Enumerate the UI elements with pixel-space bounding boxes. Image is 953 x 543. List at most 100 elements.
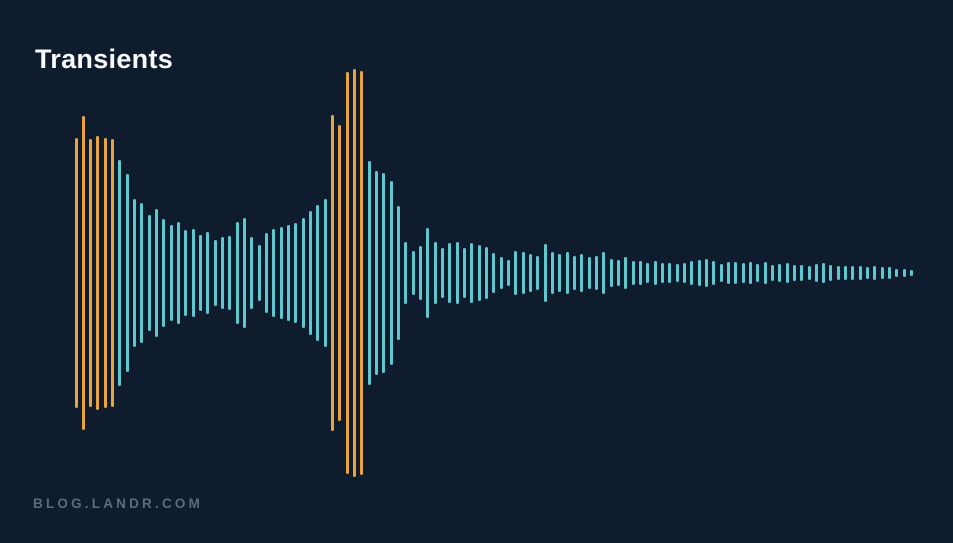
- waveform-bar: [433, 242, 437, 304]
- waveform-bar: [243, 218, 247, 328]
- waveform-bar: [367, 161, 371, 385]
- waveform-bar: [895, 269, 899, 277]
- waveform-bar: [492, 253, 496, 293]
- waveform-bar: [89, 139, 93, 407]
- waveform-bar: [345, 72, 349, 474]
- waveform-bar: [499, 257, 503, 289]
- waveform-bar: [675, 264, 679, 282]
- waveform-bar: [734, 262, 738, 284]
- waveform-bar: [609, 259, 613, 287]
- waveform-bar: [800, 265, 804, 281]
- waveform-bar: [712, 261, 716, 285]
- waveform-bar: [74, 138, 78, 408]
- waveform-bar: [748, 262, 752, 284]
- waveform-bar: [287, 225, 291, 321]
- waveform-bar: [550, 252, 554, 294]
- waveform-bar: [646, 263, 650, 283]
- waveform-bar: [763, 262, 767, 284]
- waveform-bar: [858, 266, 862, 280]
- waveform-bar: [419, 246, 422, 300]
- waveform-bar: [323, 199, 327, 347]
- waveform-bar: [822, 263, 826, 283]
- waveform-bar: [353, 69, 357, 477]
- waveform-bar: [411, 251, 415, 295]
- waveform-bar: [814, 264, 818, 282]
- waveform-bar: [257, 245, 261, 301]
- waveform-bar: [184, 230, 188, 316]
- waveform-bar: [118, 160, 122, 386]
- waveform-bar: [228, 236, 232, 310]
- waveform-bar: [338, 125, 342, 421]
- waveform-bar: [389, 181, 393, 365]
- waveform-bar: [543, 244, 547, 302]
- waveform-bar: [719, 264, 723, 282]
- waveform-bar: [770, 265, 774, 281]
- waveform-bar: [631, 261, 635, 285]
- waveform-bar: [660, 263, 664, 283]
- waveform-bar: [668, 263, 672, 283]
- waveform-bar: [594, 256, 598, 290]
- waveform-bar: [140, 203, 144, 343]
- waveform-bar: [624, 257, 628, 289]
- waveform-bar: [199, 235, 203, 311]
- waveform-bar: [602, 252, 606, 294]
- waveform-bar: [169, 225, 173, 321]
- waveform-bar: [616, 260, 620, 286]
- waveform-bar: [455, 242, 459, 304]
- waveform-bar: [756, 264, 760, 282]
- waveform-bar: [206, 232, 210, 314]
- waveform-bar: [653, 261, 657, 285]
- waveform-bar: [587, 257, 591, 289]
- waveform-bar: [301, 218, 305, 328]
- waveform-bar: [426, 228, 430, 318]
- waveform-bar: [316, 205, 320, 341]
- waveform-bar: [506, 260, 510, 286]
- waveform-bar: [448, 243, 452, 303]
- waveform-bar: [213, 240, 217, 306]
- waveform-bar: [726, 262, 730, 284]
- waveform-bar: [880, 267, 884, 279]
- waveform-bar: [462, 248, 466, 298]
- waveform-bar: [521, 252, 525, 294]
- waveform-bar: [309, 211, 313, 335]
- waveform-bar: [536, 256, 540, 290]
- waveform-bar: [294, 223, 298, 323]
- waveform-bar: [272, 229, 276, 317]
- footer-url: BLOG.LANDR.COM: [33, 496, 204, 511]
- waveform-bar: [360, 71, 364, 475]
- waveform-bar: [441, 248, 444, 298]
- waveform-bar: [902, 269, 906, 277]
- waveform-bar: [477, 245, 481, 301]
- waveform-bar: [741, 263, 745, 283]
- waveform-bar: [565, 252, 569, 294]
- waveform-bar: [807, 266, 811, 280]
- waveform-bar: [375, 171, 379, 375]
- waveform-bar: [638, 261, 642, 285]
- page-title: Transients: [35, 44, 174, 74]
- waveform-bar: [191, 229, 195, 317]
- waveform-bar: [250, 237, 254, 309]
- waveform-bar: [484, 247, 488, 299]
- waveform-bar: [888, 267, 892, 279]
- waveform-bar: [697, 260, 701, 286]
- waveform-bar: [279, 227, 283, 319]
- waveform-bar: [125, 174, 129, 372]
- waveform-bar: [785, 263, 789, 283]
- waveform-bar: [382, 173, 386, 373]
- waveform-bar: [177, 222, 181, 324]
- waveform-bar: [265, 233, 269, 313]
- waveform-bar: [844, 266, 848, 280]
- waveform-bar: [235, 222, 239, 324]
- waveform-bar: [404, 242, 408, 304]
- waveform-bar: [829, 265, 833, 281]
- waveform-bar: [470, 243, 474, 303]
- waveform-bar: [910, 270, 914, 276]
- waveform-bar: [81, 116, 85, 430]
- waveform-bar: [778, 264, 782, 282]
- waveform-bar: [133, 199, 137, 347]
- waveform-bar: [704, 259, 708, 287]
- waveform-bar: [162, 219, 166, 327]
- waveform-bar: [96, 136, 100, 410]
- waveform-bar: [397, 206, 401, 340]
